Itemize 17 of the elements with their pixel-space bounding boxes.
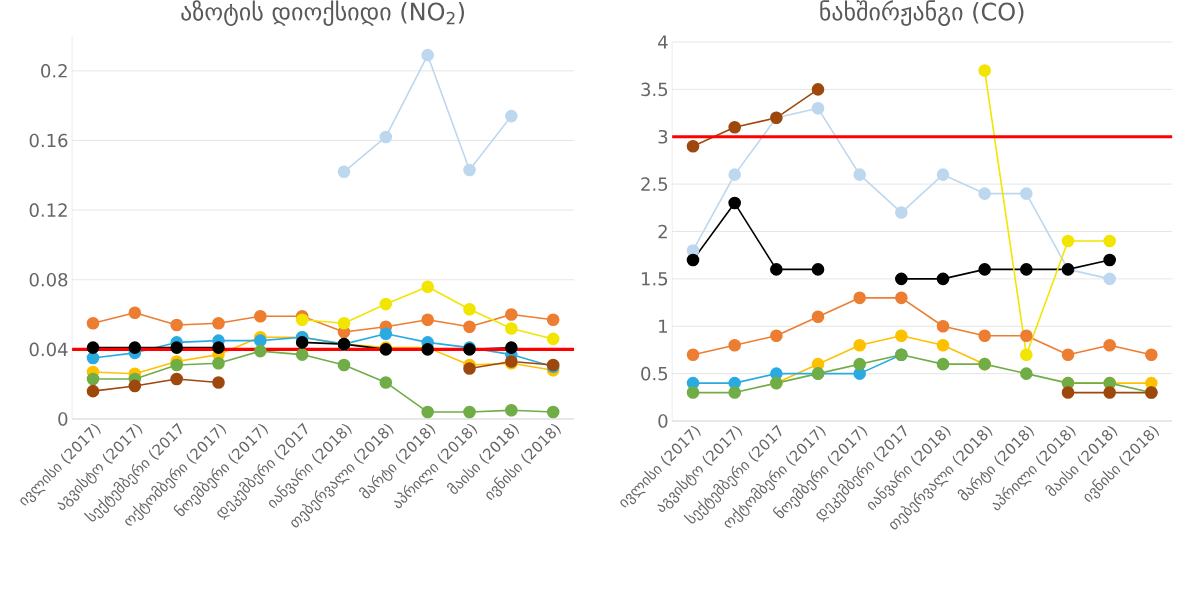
y-tick-label: 1.5 <box>641 272 668 286</box>
y-tick-label: 0.5 <box>641 366 668 381</box>
y-tick-label: 0.04 <box>29 342 68 357</box>
chart-title: ნახშირჟანგი (CO) <box>820 0 1024 26</box>
y-tick-label: 0 <box>658 414 668 428</box>
y-tick-label: 2 <box>658 224 667 239</box>
y-tick-label: 0.08 <box>29 272 68 287</box>
y-tick-label: 1 <box>659 319 667 333</box>
y-tick-label: 0.16 <box>29 133 68 148</box>
y-tick-label: 3 <box>658 129 668 144</box>
y-tick-label: 3.5 <box>641 82 668 97</box>
y-tick-label: 0.2 <box>41 64 67 78</box>
y-tick-label: 2.5 <box>641 177 668 191</box>
chart-title: აზოტის დიოქსიდი (NO$_{2}$) <box>181 0 465 26</box>
y-tick-label: 0.12 <box>29 203 67 217</box>
y-tick-label: 4 <box>658 35 668 49</box>
y-tick-label: 0 <box>58 412 68 426</box>
